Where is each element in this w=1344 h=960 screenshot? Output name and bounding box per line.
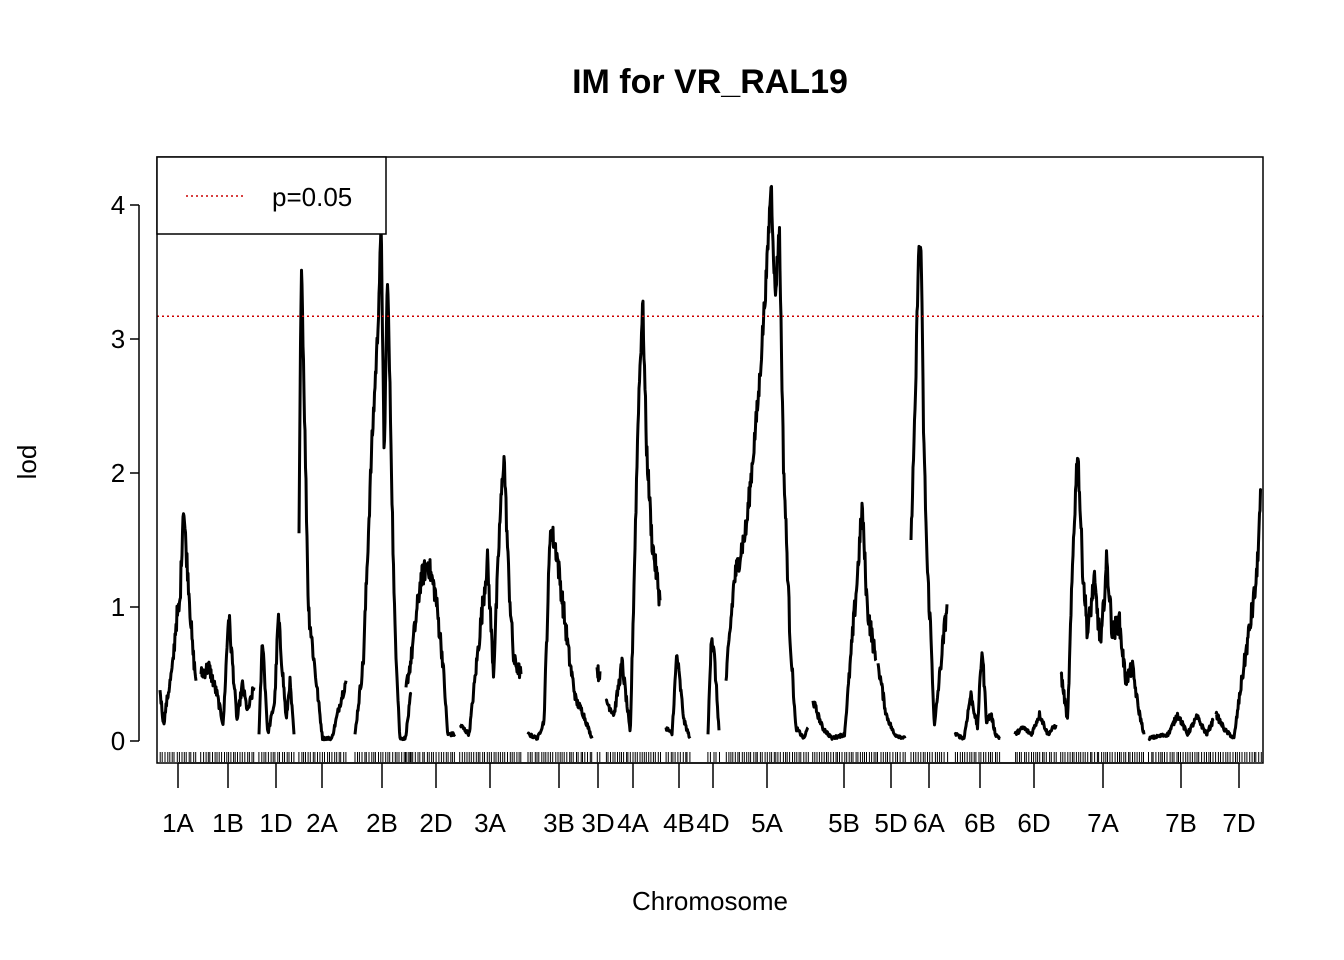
x-tick-label: 2D — [419, 808, 452, 838]
x-tick-label: 5A — [751, 808, 783, 838]
lod-curve-5A — [724, 184, 810, 740]
y-tick-label: 0 — [111, 726, 125, 756]
lod-curve-3D — [595, 664, 602, 683]
chart-title: IM for VR_RAL19 — [572, 63, 848, 101]
y-tick-label: 1 — [111, 592, 125, 622]
lod-curve-3A — [459, 455, 523, 737]
x-tick-label: 6B — [964, 808, 996, 838]
lod-curve-4D — [706, 637, 721, 735]
x-tick-label: 7A — [1087, 808, 1119, 838]
lod-curve-5B — [811, 501, 878, 741]
lod-curve-1A — [158, 512, 198, 726]
lod-curve-1D — [257, 612, 296, 735]
y-tick-label: 2 — [111, 458, 125, 488]
y-axis: 0 1 2 3 4 — [111, 190, 140, 756]
lod-curve-5D — [876, 663, 907, 740]
x-tick-label: 7B — [1165, 808, 1197, 838]
x-tick-label: 7D — [1222, 808, 1255, 838]
lod-curve-1B — [199, 614, 256, 726]
x-tick-label: 1A — [162, 808, 194, 838]
lod-curves — [158, 184, 1263, 742]
lod-curve-2B — [353, 222, 413, 742]
x-tick-label: 4A — [617, 808, 649, 838]
y-tick-label: 4 — [111, 190, 125, 220]
plot-frame — [156, 156, 1264, 764]
x-tick-label: 1D — [259, 808, 292, 838]
lod-curve-7B — [1147, 711, 1215, 742]
lod-curve-7D — [1214, 488, 1263, 740]
y-tick-label: 3 — [111, 324, 125, 354]
lod-curve-3B — [526, 525, 594, 741]
marker-rug — [159, 752, 1262, 762]
x-tick-label: 3D — [581, 808, 614, 838]
legend-threshold-label: p=0.05 — [272, 182, 352, 212]
y-axis-label: lod — [12, 445, 42, 480]
x-tick-label: 3B — [543, 808, 575, 838]
x-tick-label: 3A — [474, 808, 506, 838]
lod-curve-7A — [1059, 456, 1146, 735]
x-tick-label: 5B — [828, 808, 860, 838]
lod-curve-6B — [953, 651, 1001, 741]
lod-curve-6D — [1013, 710, 1058, 737]
lod-curve-2D — [404, 558, 457, 738]
lod-curve-4A — [604, 299, 662, 733]
x-tick-label: 4D — [696, 808, 729, 838]
lod-curve-6A — [909, 244, 949, 727]
x-tick-label: 2A — [306, 808, 338, 838]
legend-box — [156, 156, 387, 235]
lod-curve-2A — [297, 268, 348, 742]
x-tick-label: 2B — [366, 808, 398, 838]
x-tick-label: 6A — [913, 808, 945, 838]
x-tick-label: 5D — [874, 808, 907, 838]
x-axis-label: Chromosome — [632, 886, 788, 916]
x-tick-label: 1B — [212, 808, 244, 838]
legend: p=0.05 — [156, 156, 387, 235]
lod-curve-4B — [664, 654, 692, 740]
x-tick-label: 6D — [1017, 808, 1050, 838]
x-axis: 1A 1B 1D 2A 2B 2D 3A 3B 3D 4A 4B 4D 5A 5B 5D 6A 6B 6D 7A 7B… — [162, 762, 1256, 838]
x-tick-label: 4B — [663, 808, 695, 838]
